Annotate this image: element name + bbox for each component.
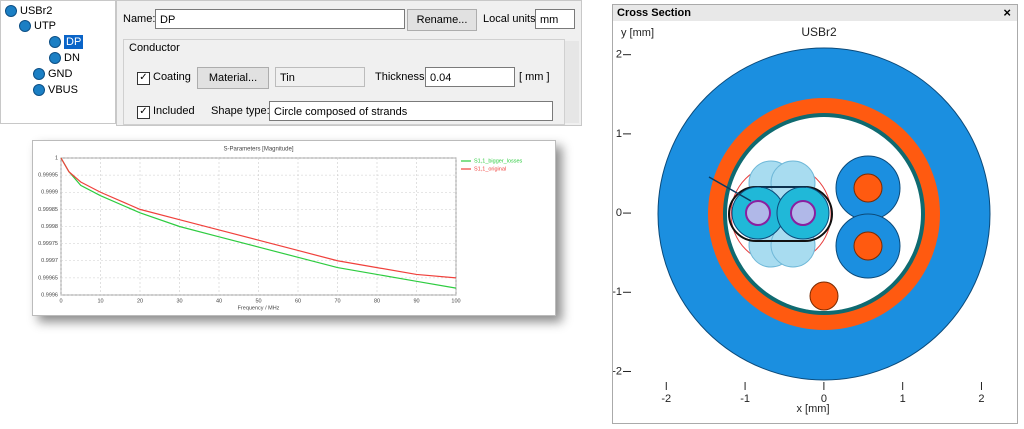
x-tick-label: 2 xyxy=(978,393,984,405)
window-title: Cross Section xyxy=(617,7,691,19)
arrow xyxy=(708,176,752,202)
conductor xyxy=(853,231,883,261)
conductor xyxy=(853,173,883,203)
y-tick-label: 0 xyxy=(616,207,622,219)
x-tick-label: 0 xyxy=(59,298,62,304)
scrollbar[interactable] xyxy=(565,41,579,123)
group-box xyxy=(123,39,565,125)
close-button[interactable]: × xyxy=(1003,5,1011,20)
tree-view: USBr2 UTP DP DN GND VBUS xyxy=(0,0,116,124)
name-input[interactable]: DP xyxy=(155,9,405,29)
tree-node[interactable]: VBUS xyxy=(33,83,78,97)
x-axis-label: Frequency / MHz xyxy=(238,305,280,311)
x-tick-label: 50 xyxy=(255,298,261,304)
y-tick-label: 0.9996 xyxy=(41,292,58,298)
cable-drawing xyxy=(657,47,991,381)
icon xyxy=(5,5,17,17)
s-parameter-chart: S-Parameters [Magnitude] 0.9996 0.99965 0.9… xyxy=(32,140,556,316)
icon xyxy=(33,68,45,80)
cross-section-window: Cross Section × USBr2 y [mm] x [m xyxy=(612,4,1018,424)
conductor xyxy=(745,200,771,226)
node-label: USBr2 xyxy=(20,5,53,17)
node-label: UTP xyxy=(34,20,56,32)
label: Name: xyxy=(123,13,156,25)
x-tick-label: 1 xyxy=(900,393,906,405)
x-tick-label: -2 xyxy=(661,393,671,405)
x-tick-label: 10 xyxy=(97,298,103,304)
node-label: DP xyxy=(64,35,84,49)
icon xyxy=(19,20,31,32)
legend-label: S1,1_bigger_losses xyxy=(474,158,523,164)
series-line xyxy=(60,157,457,289)
tree-node[interactable]: DP xyxy=(49,35,84,49)
included-checkbox[interactable]: ✓ xyxy=(137,106,150,119)
tree-node[interactable]: DN xyxy=(49,51,80,65)
label: Shape type: xyxy=(211,105,270,117)
material-field: Tin xyxy=(275,67,365,87)
thickness-input[interactable]: 0.04 xyxy=(425,67,515,87)
label: Included xyxy=(153,105,195,117)
x-axis-label: x [mm] xyxy=(797,403,830,415)
y-tick-label: -2 xyxy=(613,365,622,377)
y-tick-label: -1 xyxy=(613,286,622,298)
tree-node[interactable]: GND xyxy=(33,67,72,81)
label: Thickness: xyxy=(375,71,428,83)
tree-node[interactable]: USBr2 xyxy=(5,4,52,18)
node-label: GND xyxy=(48,68,73,80)
units-select[interactable]: mm xyxy=(535,9,575,29)
group-title: Conductor xyxy=(129,42,180,54)
coating-checkbox[interactable]: ✓ xyxy=(137,72,150,85)
y-tick-label: 1 xyxy=(616,128,622,140)
chart-title: S-Parameters [Magnitude] xyxy=(223,147,293,153)
x-tick-label: 40 xyxy=(216,298,222,304)
x-tick-label: 80 xyxy=(374,298,380,304)
y-tick-label: 0.9997 xyxy=(41,258,58,264)
x-tick-label: 90 xyxy=(413,298,419,304)
x-tick-label: 0 xyxy=(821,393,827,405)
title-bar: Cross Section × xyxy=(613,5,1017,21)
conductor xyxy=(790,200,816,226)
shape-select[interactable]: Circle composed of strands xyxy=(269,101,553,121)
icon xyxy=(49,36,61,48)
x-tick-label: 20 xyxy=(137,298,143,304)
properties-panel: Name: DP Rename... Local units: mm Condu… xyxy=(116,0,582,126)
material-button[interactable]: Material... xyxy=(197,67,269,89)
y-tick-label: 0.9999 xyxy=(41,190,58,196)
y-tick-label: 0.9998 xyxy=(41,224,58,230)
label: Local units: xyxy=(483,13,539,25)
drain-wire xyxy=(809,281,839,311)
chart: S-Parameters [Magnitude] 0.9996 0.99965 0.9… xyxy=(38,147,523,312)
y-tick-label: 2 xyxy=(616,49,622,61)
y-tick-label: 0.99975 xyxy=(38,241,58,247)
x-tick-label: 60 xyxy=(295,298,301,304)
tree-node[interactable]: UTP xyxy=(19,19,56,33)
x-tick-label: -1 xyxy=(740,393,750,405)
x-tick-label: 100 xyxy=(451,298,460,304)
y-tick-label: 0.99965 xyxy=(38,275,58,281)
icon xyxy=(33,84,45,96)
chart-title: USBr2 xyxy=(801,25,837,39)
x-tick-label: 70 xyxy=(334,298,340,304)
y-tick-label: 0.99995 xyxy=(38,173,58,179)
x-tick-label: 30 xyxy=(176,298,182,304)
chart: USBr2 y [mm] x [mm] -2 -1 0 1 2 -2 -1 0 1 2 xyxy=(613,25,991,415)
node-label: DN xyxy=(64,52,80,64)
y-axis-label: y [mm] xyxy=(621,27,654,39)
node-label: VBUS xyxy=(48,84,78,96)
icon xyxy=(49,52,61,64)
y-tick-label: 0.99985 xyxy=(38,207,58,213)
label: Coating xyxy=(153,71,191,83)
series-line xyxy=(60,157,457,279)
unit-label: [ mm ] xyxy=(519,71,550,83)
legend-label: S1,1_original xyxy=(474,166,506,172)
rename-button[interactable]: Rename... xyxy=(407,9,477,31)
y-tick-label: 1 xyxy=(55,155,58,161)
